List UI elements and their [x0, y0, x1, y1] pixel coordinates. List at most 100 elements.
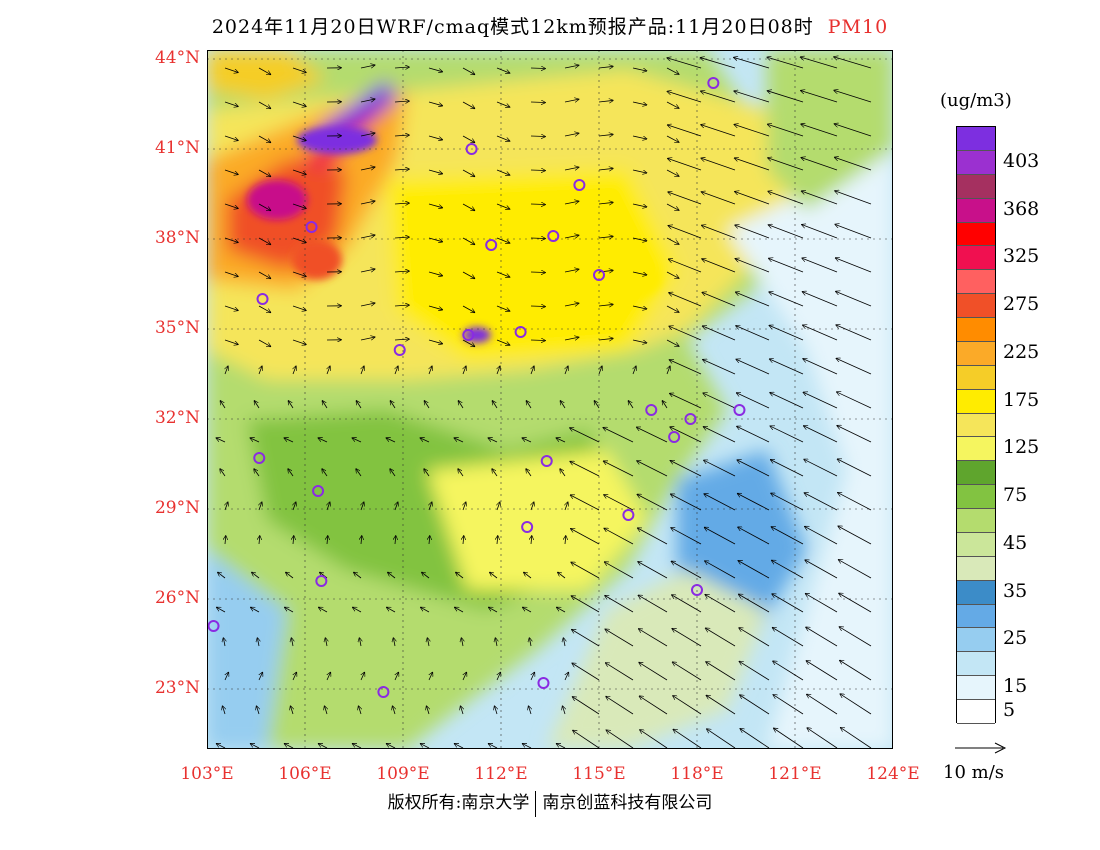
wind-vector [353, 744, 362, 749]
wind-vector [735, 158, 770, 171]
city-station-marker [514, 326, 527, 338]
wind-vector [293, 502, 296, 511]
wind-vector [250, 438, 260, 443]
wind-vector [462, 101, 475, 108]
wind-vector [637, 461, 668, 477]
wind-vector [839, 593, 872, 613]
wind-vector [834, 124, 872, 137]
wind-vector [770, 359, 804, 375]
wind-vector [458, 469, 464, 477]
wind-vector [224, 305, 238, 310]
wind-vector [841, 728, 872, 749]
wind-vector [563, 638, 565, 647]
wind-vector [571, 529, 600, 545]
wind-vector [356, 469, 362, 477]
wind-vector [705, 595, 736, 613]
wind-vector [564, 133, 579, 136]
legend-tick-label: 75 [1003, 484, 1028, 507]
wind-vector [739, 628, 770, 647]
wind-vector [735, 225, 770, 239]
wind-vector [598, 134, 613, 136]
wind-vector [455, 744, 464, 749]
wind-vector [563, 706, 565, 715]
wind-vector [489, 744, 498, 749]
city-station-marker [537, 677, 550, 689]
legend-swatch [957, 222, 995, 247]
wind-vector [531, 366, 534, 375]
wind-vector [356, 401, 362, 409]
wind-vector [224, 67, 238, 72]
wind-vector [767, 57, 804, 69]
legend-tick-label: 25 [1003, 627, 1028, 650]
wind-vector [673, 729, 702, 749]
wind-vector [772, 560, 804, 579]
wind-vector [706, 695, 736, 715]
wind-vector [840, 661, 872, 681]
wind-vector [463, 672, 466, 681]
longitude-label: 109°E [376, 764, 430, 784]
wind-vector [570, 428, 600, 443]
wind-vector [707, 729, 736, 749]
wind-vector [225, 536, 226, 545]
wind-vector [224, 135, 238, 140]
wind-vector [666, 271, 679, 278]
wind-vector [390, 401, 396, 409]
wind-vector [771, 460, 804, 477]
city-station-marker [207, 620, 220, 632]
wind-vector [606, 730, 634, 749]
pm10-hotspots [247, 126, 662, 343]
wind-vector [667, 366, 670, 375]
wind-vector [259, 366, 262, 375]
wind-vector [325, 638, 327, 647]
wind-vector [570, 462, 600, 477]
wind-vector [672, 629, 702, 647]
wind-vector [393, 638, 395, 647]
city-station-marker [684, 413, 697, 425]
wind-vector [292, 339, 306, 344]
wind-vector [360, 65, 375, 69]
legend-tick-label: 325 [1003, 245, 1040, 268]
legend-swatch [957, 604, 995, 629]
wind-vector [386, 438, 396, 443]
city-station-marker [668, 431, 681, 443]
legend-tick-label: 15 [1003, 675, 1028, 698]
wind-vector [292, 135, 306, 140]
wind-vector [605, 629, 634, 647]
wind-vector [428, 169, 442, 174]
wind-vector [531, 672, 534, 681]
wind-vector [773, 661, 804, 681]
wind-vector [802, 258, 838, 273]
wind-vector [670, 461, 702, 477]
wind-vector [361, 366, 364, 375]
wind-vector [429, 672, 432, 681]
wind-vector [322, 469, 328, 477]
wind-vector [557, 744, 566, 749]
legend-swatch [957, 676, 995, 700]
wind-vector [462, 339, 475, 346]
map-frame [207, 50, 893, 749]
wind-vector [837, 426, 872, 443]
legend-swatch [957, 270, 995, 295]
wind-vector [496, 135, 510, 141]
wind-vector [670, 393, 702, 409]
wind-vector [421, 744, 430, 749]
legend-swatch [957, 485, 995, 509]
wind-vector [705, 527, 736, 545]
wind-vector [672, 595, 702, 613]
title-text: 2024年11月20日WRF/cmaq模式12km预报产品:11月20日08时 [211, 16, 814, 38]
wind-vector [632, 135, 647, 139]
wind-vector [258, 203, 270, 210]
wind-vector [639, 663, 668, 681]
wind-vector [428, 237, 442, 242]
wind-vector [458, 401, 464, 409]
wind-vector [496, 101, 510, 107]
city-station-marker [521, 521, 534, 533]
wind-vector [530, 306, 545, 307]
wind-vector [427, 638, 429, 647]
wind-vector [489, 607, 498, 613]
wind-vector [598, 202, 613, 204]
wind-vector [662, 401, 668, 409]
wind-vector [496, 67, 510, 73]
wind-vector [285, 607, 294, 613]
city-station-marker [462, 329, 475, 341]
